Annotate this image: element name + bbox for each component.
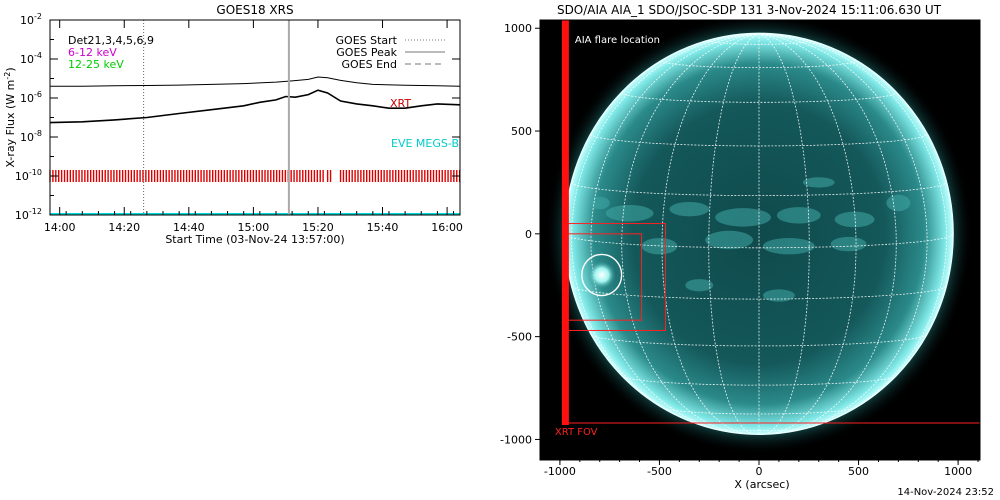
aia-sun-image bbox=[545, 20, 973, 455]
aia-plot-frame bbox=[539, 19, 981, 461]
longitude-line bbox=[758, 33, 897, 435]
longitude-line bbox=[621, 33, 760, 435]
legend-entry-left: 12-25 keV bbox=[68, 58, 124, 71]
aia-flare-location-label: AIA flare location bbox=[575, 35, 660, 46]
x-tick-label: -500 bbox=[647, 465, 672, 478]
x-tick-label: 15:20 bbox=[302, 221, 334, 234]
active-region bbox=[705, 230, 754, 250]
goes-series-line bbox=[50, 76, 461, 87]
y-tick-label: 10-6 bbox=[20, 90, 42, 105]
xrt-fov-label: XRT FOV bbox=[555, 427, 598, 438]
legend-entry-right: GOES Start bbox=[336, 34, 398, 47]
active-region bbox=[762, 237, 815, 255]
x-tick-label: 16:00 bbox=[431, 221, 463, 234]
legend-entry-left: Det21,3,4,5,6,9 bbox=[68, 34, 154, 47]
aia-plot-title: SDO/AIA AIA_1 SDO/JSOC-SDP 131 3-Nov-202… bbox=[557, 3, 942, 17]
aia-overlays: AIA flare location XRT FOV bbox=[555, 20, 980, 438]
x-tick-label: 15:40 bbox=[367, 221, 399, 234]
xrt-bar-segment bbox=[339, 170, 461, 182]
goes-curves bbox=[49, 20, 461, 215]
x-tick-label: 14:20 bbox=[108, 221, 140, 234]
y-tick-label: 0 bbox=[525, 228, 532, 241]
latitude-line bbox=[711, 427, 807, 431]
aia-x-axis-label: X (arcsec) bbox=[734, 478, 789, 491]
goes-series-line bbox=[49, 89, 461, 124]
longitude-line bbox=[571, 33, 760, 426]
y-tick-label: 10-2 bbox=[20, 12, 42, 27]
heliographic-grid bbox=[564, 33, 954, 435]
latitude-line bbox=[571, 285, 947, 300]
y-tick-label: 500 bbox=[511, 125, 532, 138]
active-region bbox=[685, 279, 714, 292]
active-region bbox=[776, 207, 821, 224]
active-region bbox=[589, 196, 610, 210]
y-tick-label: 1000 bbox=[504, 22, 532, 35]
active-region bbox=[715, 208, 771, 227]
xrt-annotation: XRT bbox=[390, 97, 411, 110]
aia-image-plot: SDO/AIA AIA_1 SDO/JSOC-SDP 131 3-Nov-202… bbox=[500, 3, 981, 491]
longitude-line bbox=[758, 33, 857, 435]
legend-entry-right: GOES End bbox=[341, 58, 397, 71]
active-region bbox=[669, 201, 710, 217]
latitude-line bbox=[662, 407, 856, 415]
active-region bbox=[886, 194, 911, 212]
active-region bbox=[605, 205, 654, 222]
legend-entry-right: GOES Peak bbox=[336, 46, 397, 59]
flare-glow bbox=[587, 260, 616, 289]
longitude-line bbox=[758, 33, 810, 435]
flare-location-circle bbox=[581, 253, 623, 297]
active-region bbox=[762, 289, 795, 302]
longitude-line bbox=[708, 33, 760, 435]
y-tick-label: 10-12 bbox=[15, 207, 42, 222]
xrt-bar-segment bbox=[326, 170, 332, 182]
eve-annotation: EVE MEGS-B bbox=[391, 137, 459, 150]
aia-axes: -1000 -500 0 500 1000 1000 500 0 -500 -1000 bbox=[500, 19, 981, 478]
active-region bbox=[830, 236, 867, 252]
x-tick-label: -1000 bbox=[544, 465, 576, 478]
longitude-line bbox=[758, 33, 928, 433]
active-region bbox=[802, 177, 835, 188]
xrt-bar-segment bbox=[49, 170, 324, 182]
goes-x-axis-label: Start Time (03-Nov-24 13:57:00) bbox=[165, 233, 344, 246]
longitude-line bbox=[661, 33, 760, 435]
y-tick-label: 10-10 bbox=[15, 168, 42, 183]
goes-y-axis-label: X-ray Flux (W m-2) bbox=[3, 67, 17, 167]
footer-timestamp: 14-Nov-2024 23:52 bbox=[897, 487, 994, 498]
legend-entry-left: 6-12 keV bbox=[68, 46, 117, 59]
xrt-fov-edge bbox=[561, 20, 569, 425]
y-tick-label: 10-8 bbox=[20, 129, 42, 144]
goes-xrs-plot: GOES18 XRS 10-210-410-610-810-1010-1214:… bbox=[3, 3, 463, 246]
x-tick-label: 14:40 bbox=[173, 221, 205, 234]
longitude-line bbox=[758, 33, 947, 426]
x-tick-label: 0 bbox=[756, 465, 763, 478]
x-tick-label: 14:00 bbox=[44, 221, 76, 234]
y-tick-label: -500 bbox=[507, 331, 532, 344]
x-tick-label: 1000 bbox=[944, 465, 972, 478]
active-region bbox=[834, 211, 875, 228]
y-tick-label: 10-4 bbox=[20, 51, 42, 66]
goes-plot-title: GOES18 XRS bbox=[216, 3, 293, 17]
x-tick-label: 500 bbox=[848, 465, 869, 478]
longitude-line bbox=[590, 33, 760, 433]
y-tick-label: -1000 bbox=[500, 433, 532, 446]
x-tick-label: 15:00 bbox=[238, 221, 270, 234]
